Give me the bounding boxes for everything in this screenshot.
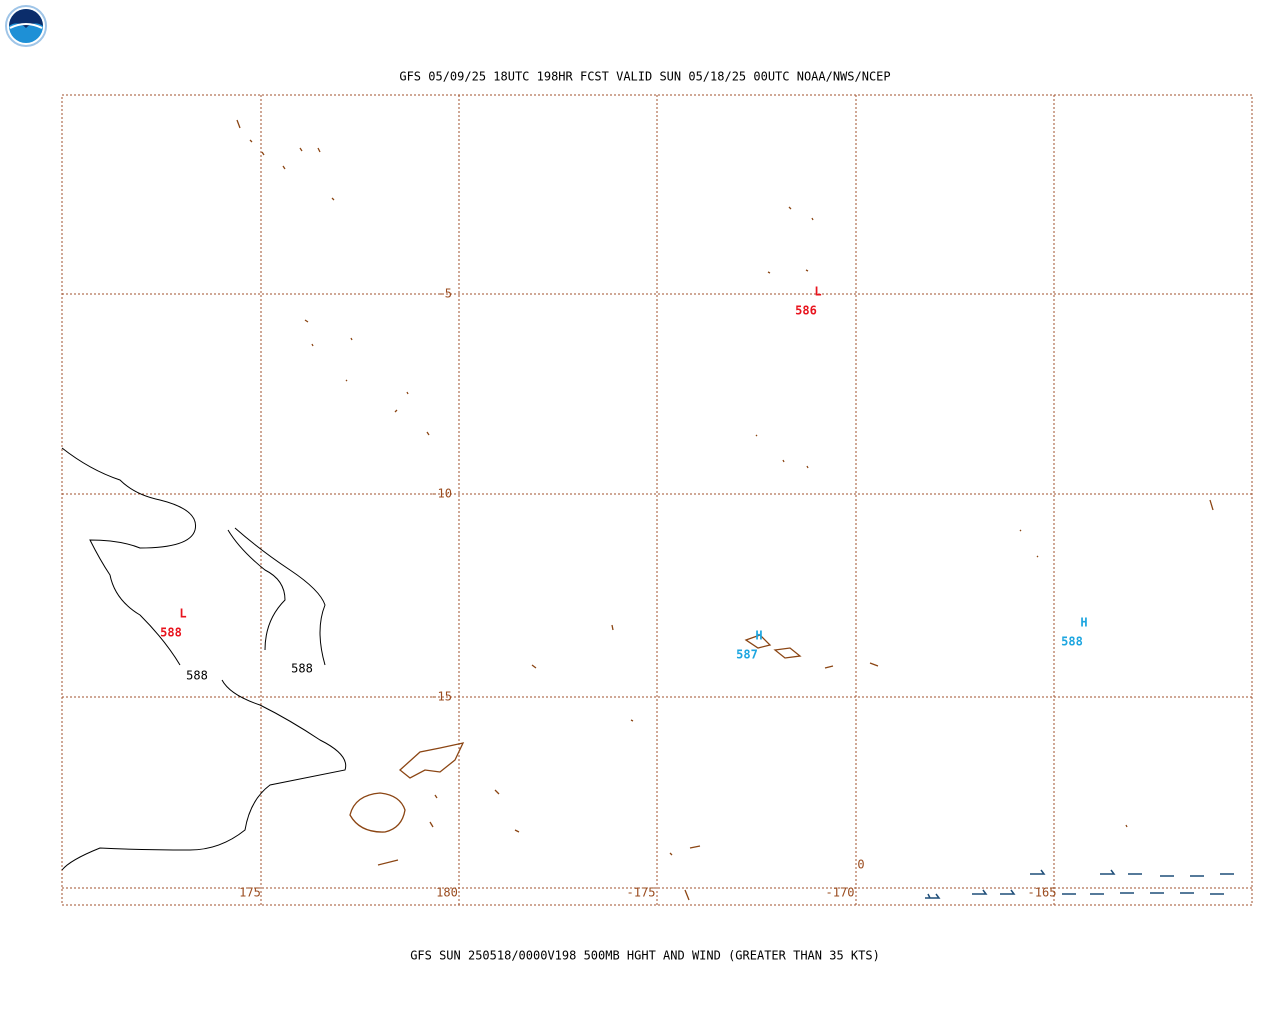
center-value: 587 xyxy=(736,648,758,662)
contour-label: 588 xyxy=(186,669,208,683)
center-value: 588 xyxy=(1061,635,1083,649)
map-title: GFS 05/09/25 18UTC 198HR FCST VALID SUN … xyxy=(399,70,890,84)
noaa-logo xyxy=(5,5,47,47)
map-caption: GFS SUN 250518/0000V198 500MB HGHT AND W… xyxy=(410,949,880,963)
lat-label: -5 xyxy=(438,287,452,301)
contour-label: 588 xyxy=(291,662,313,676)
center-value: 588 xyxy=(160,626,182,640)
lon-label: 180 xyxy=(436,886,458,900)
grid xyxy=(61,94,1253,906)
lat-label: -10 xyxy=(430,487,452,501)
center-symbol: H xyxy=(1080,616,1087,630)
edge-label: 0 xyxy=(857,858,864,872)
lon-label: 175 xyxy=(239,886,261,900)
labels: -5 -10 -15 175 180 -175 -170 -165 0 L 586 L 588 H 587 H… xyxy=(160,285,1087,900)
lon-label: -170 xyxy=(826,886,855,900)
center-value: 586 xyxy=(795,304,817,318)
lat-label: -15 xyxy=(430,690,452,704)
center-symbol: L xyxy=(814,285,821,299)
lon-label: -165 xyxy=(1028,886,1057,900)
coastlines xyxy=(236,119,1214,901)
center-symbol: L xyxy=(179,607,186,621)
wind-barbs xyxy=(925,869,1234,899)
lon-label: -175 xyxy=(627,886,656,900)
height-contours xyxy=(61,447,347,871)
center-symbol: H xyxy=(755,629,762,643)
